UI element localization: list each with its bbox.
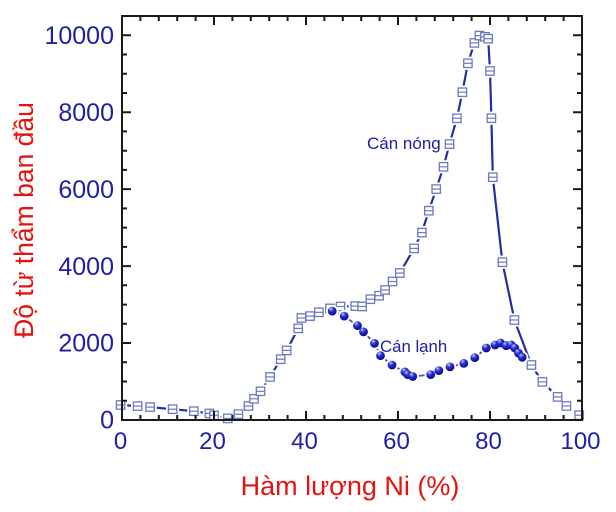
svg-text:20: 20 — [199, 428, 226, 455]
svg-text:0: 0 — [100, 407, 114, 435]
svg-text:4000: 4000 — [58, 253, 114, 281]
svg-text:8000: 8000 — [58, 99, 114, 127]
svg-text:Độ từ thẩm ban đầu: Độ từ thẩm ban đầu — [9, 102, 39, 338]
svg-text:100: 100 — [560, 428, 600, 455]
svg-text:10000: 10000 — [44, 22, 114, 50]
svg-text:6000: 6000 — [58, 176, 114, 204]
svg-text:40: 40 — [291, 428, 318, 455]
svg-text:Hàm lượng Ni (%): Hàm lượng Ni (%) — [241, 471, 460, 501]
svg-text:Cán nóng: Cán nóng — [367, 134, 441, 153]
svg-text:80: 80 — [475, 428, 502, 455]
svg-text:2000: 2000 — [58, 330, 114, 358]
svg-text:60: 60 — [383, 428, 410, 455]
svg-text:0: 0 — [114, 428, 127, 455]
svg-text:Cán lạnh: Cán lạnh — [380, 337, 447, 356]
